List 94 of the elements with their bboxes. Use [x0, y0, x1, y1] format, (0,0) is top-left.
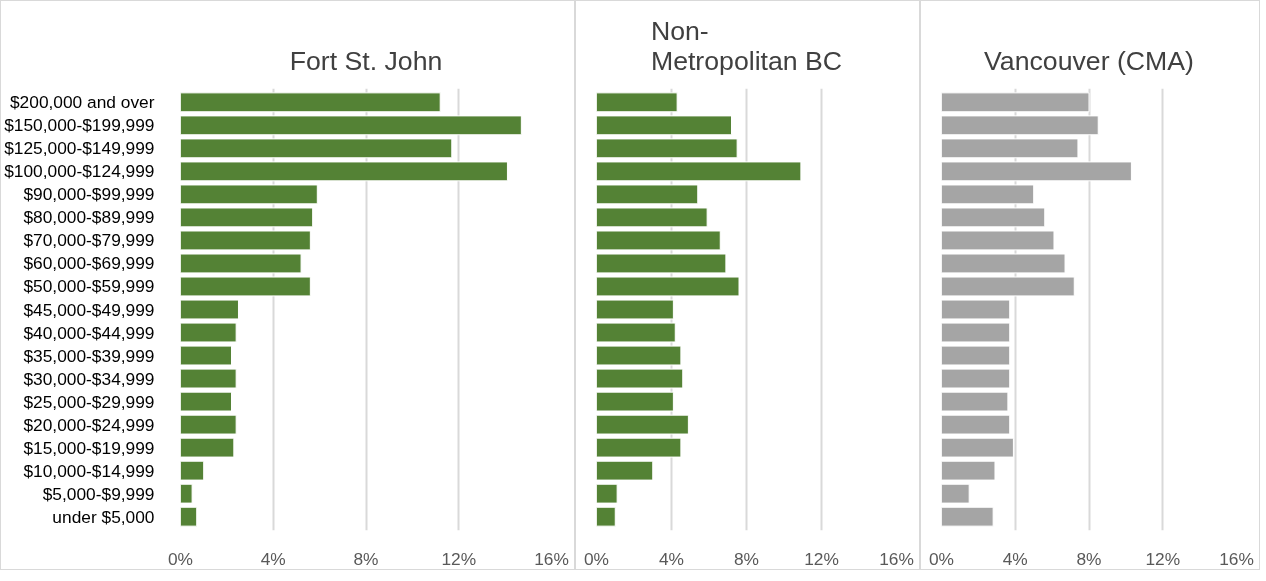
- chart-title: Fort St. John: [289, 46, 443, 76]
- bar: [596, 299, 674, 320]
- y-tick-label: $80,000-$89,999: [23, 207, 155, 228]
- y-tick-label: $15,000-$19,999: [23, 437, 155, 458]
- y-tick-label: $70,000-$79,999: [23, 230, 155, 251]
- bar: [596, 253, 727, 274]
- bar: [180, 483, 193, 504]
- y-tick-label: $60,000-$69,999: [23, 253, 155, 274]
- bar: [180, 345, 233, 366]
- x-tick-label: 16%: [879, 548, 914, 569]
- y-tick-label: $10,000-$14,999: [23, 460, 155, 481]
- bar: [941, 391, 1009, 412]
- bar: [941, 161, 1132, 182]
- bar: [941, 253, 1066, 274]
- bar: [180, 460, 205, 481]
- bar: [596, 115, 732, 136]
- bar: [596, 483, 618, 504]
- bar: [180, 161, 508, 182]
- x-tick-label: 8%: [353, 548, 379, 569]
- bar: [596, 230, 721, 251]
- bar: [180, 299, 239, 320]
- bar: [180, 230, 311, 251]
- bar: [941, 437, 1014, 458]
- bar: [596, 184, 699, 205]
- bar: [941, 92, 1090, 113]
- y-tick-label: $125,000-$149,999: [4, 138, 155, 159]
- bar: [596, 506, 616, 527]
- chart-title: Vancouver (CMA): [984, 46, 1194, 76]
- x-tick-label: 4%: [260, 548, 286, 569]
- bar: [941, 368, 1011, 389]
- bar: [180, 368, 237, 389]
- x-tick-label: 12%: [441, 548, 477, 569]
- bar: [180, 207, 314, 228]
- x-tick-label: 8%: [733, 548, 760, 569]
- y-tick-label: $40,000-$44,999: [23, 322, 155, 343]
- bar: [941, 230, 1055, 251]
- bar: [596, 414, 689, 435]
- bar: [596, 92, 678, 113]
- bar: [180, 276, 311, 297]
- x-tick-label: 16%: [534, 548, 569, 569]
- bar: [596, 368, 684, 389]
- bar: [941, 207, 1046, 228]
- y-tick-label: $50,000-$59,999: [23, 276, 155, 297]
- bar: [180, 414, 237, 435]
- bar: [596, 391, 674, 412]
- bar: [596, 322, 676, 343]
- bar: [180, 184, 318, 205]
- x-tick-label: 4%: [1002, 548, 1028, 569]
- bar: [180, 506, 198, 527]
- bar: [941, 276, 1075, 297]
- y-tick-label: $90,000-$99,999: [23, 184, 155, 205]
- x-tick-label: 0%: [583, 548, 610, 569]
- bar: [941, 322, 1011, 343]
- bar: [596, 460, 654, 481]
- bar: [180, 391, 233, 412]
- bar: [180, 253, 302, 274]
- bar: [941, 506, 994, 527]
- bar: [180, 138, 453, 159]
- chart-title: Non-Metropolitan BC: [650, 16, 843, 76]
- x-tick-label: 12%: [1145, 548, 1181, 569]
- y-tick-label: $150,000-$199,999: [4, 115, 155, 136]
- x-tick-label: 16%: [1219, 548, 1254, 569]
- x-tick-label: 0%: [928, 548, 955, 569]
- x-tick-label: 4%: [658, 548, 685, 569]
- bar: [941, 483, 970, 504]
- bar: [941, 414, 1011, 435]
- y-tick-label: $45,000-$49,999: [23, 299, 155, 320]
- y-tick-label: $35,000-$39,999: [23, 345, 155, 366]
- bar: [941, 299, 1011, 320]
- bar: [180, 322, 237, 343]
- bar: [596, 345, 682, 366]
- x-tick-label: 12%: [804, 548, 839, 569]
- bar: [596, 276, 740, 297]
- x-tick-label: 8%: [1076, 548, 1102, 569]
- bar: [941, 345, 1011, 366]
- y-tick-label: $20,000-$24,999: [23, 414, 155, 435]
- bar: [180, 115, 522, 136]
- bar: [596, 161, 802, 182]
- bar: [596, 437, 682, 458]
- bar: [941, 460, 996, 481]
- bar: [941, 184, 1035, 205]
- y-tick-label: $25,000-$29,999: [23, 391, 155, 412]
- y-tick-label: $100,000-$124,999: [4, 161, 155, 182]
- bar: [180, 437, 235, 458]
- y-tick-label: $30,000-$34,999: [23, 368, 155, 389]
- bar: [941, 115, 1099, 136]
- y-tick-label: under $5,000: [52, 506, 155, 527]
- y-tick-label: $200,000 and over: [9, 92, 155, 113]
- bar: [180, 92, 441, 113]
- x-tick-label: 0%: [167, 548, 194, 569]
- bar: [596, 207, 708, 228]
- y-tick-label: $5,000-$9,999: [42, 483, 155, 504]
- bar: [596, 138, 738, 159]
- bar: [941, 138, 1079, 159]
